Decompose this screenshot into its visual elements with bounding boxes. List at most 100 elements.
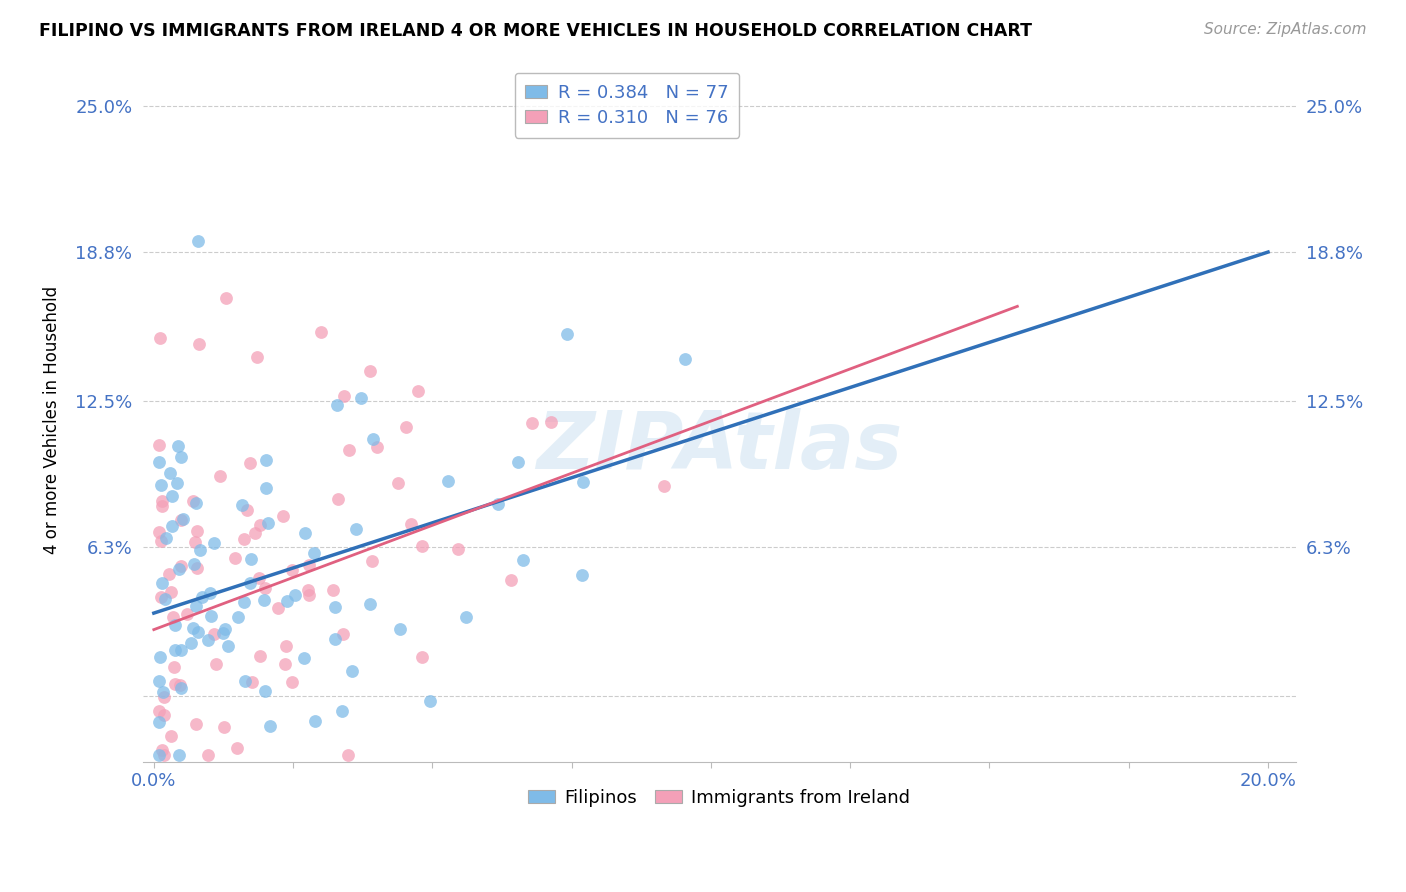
Point [150, 478, 173, 492]
Point [153, 708, 176, 723]
Point [226, 610, 249, 624]
Point [148, 714, 170, 729]
Point [197, 633, 219, 648]
Point [267, 600, 290, 615]
Point [342, 664, 364, 678]
Point [240, 674, 263, 689]
Point [333, 389, 356, 403]
Point [344, 522, 367, 536]
Point [239, 552, 262, 566]
Point [167, 747, 190, 762]
Point [153, 690, 176, 705]
Point [233, 674, 256, 689]
Point [294, 525, 316, 540]
Point [176, 607, 198, 621]
Point [302, 546, 325, 560]
Point [232, 594, 254, 608]
Point [204, 627, 226, 641]
Point [326, 492, 349, 507]
Point [186, 717, 208, 731]
Point [350, 391, 373, 405]
Point [197, 747, 219, 762]
Point [152, 500, 174, 514]
Point [188, 337, 211, 351]
Point [253, 593, 276, 607]
Point [273, 509, 295, 524]
Point [186, 496, 208, 510]
Text: ZIPAtlas: ZIPAtlas [536, 408, 903, 486]
Point [297, 583, 319, 598]
Point [150, 576, 173, 591]
Point [292, 651, 315, 665]
Point [359, 597, 381, 611]
Point [323, 632, 346, 647]
Point [395, 419, 418, 434]
Point [170, 513, 193, 527]
Point [231, 499, 253, 513]
Point [170, 559, 193, 574]
Point [181, 621, 204, 635]
Point [163, 677, 186, 691]
Point [214, 622, 236, 636]
Point [169, 643, 191, 657]
Point [247, 570, 270, 584]
Text: FILIPINO VS IMMIGRANTS FROM IRELAND 4 OR MORE VEHICLES IN HOUSEHOLD CORRELATION : FILIPINO VS IMMIGRANTS FROM IRELAND 4 OR… [39, 22, 1032, 40]
Point [170, 681, 193, 695]
Point [361, 554, 384, 568]
Point [204, 657, 226, 671]
Point [163, 660, 186, 674]
Point [276, 593, 298, 607]
Point [163, 618, 186, 632]
Point [149, 331, 172, 345]
Point [163, 643, 186, 657]
Point [389, 622, 412, 636]
Point [254, 683, 277, 698]
Point [361, 432, 384, 446]
Point [170, 450, 193, 465]
Point [200, 609, 222, 624]
Point [259, 719, 281, 733]
Point [325, 398, 347, 412]
Point [148, 524, 170, 539]
Point [499, 574, 522, 588]
Point [184, 599, 207, 613]
Point [456, 610, 478, 624]
Point [239, 575, 262, 590]
Point [304, 714, 326, 728]
Point [181, 494, 204, 508]
Point [209, 469, 232, 483]
Point [673, 351, 696, 366]
Point [281, 674, 304, 689]
Point [309, 325, 332, 339]
Point [162, 518, 184, 533]
Point [183, 534, 205, 549]
Point [183, 557, 205, 571]
Point [155, 531, 177, 545]
Point [160, 490, 183, 504]
Point [162, 610, 184, 624]
Point [167, 439, 190, 453]
Point [298, 588, 321, 602]
Point [281, 563, 304, 577]
Point [571, 567, 593, 582]
Point [148, 704, 170, 718]
Point [256, 481, 278, 495]
Point [399, 517, 422, 532]
Point [152, 685, 174, 699]
Point [187, 234, 209, 248]
Point [172, 512, 194, 526]
Point [186, 524, 208, 538]
Point [486, 497, 509, 511]
Point [360, 364, 382, 378]
Point [149, 534, 172, 549]
Point [555, 326, 578, 341]
Point [446, 542, 468, 557]
Point [512, 553, 534, 567]
Point [508, 454, 530, 468]
Point [322, 582, 344, 597]
Point [337, 747, 360, 762]
Point [520, 416, 543, 430]
Point [160, 729, 183, 743]
Y-axis label: 4 or more Vehicles in Household: 4 or more Vehicles in Household [44, 285, 60, 554]
Point [148, 438, 170, 452]
